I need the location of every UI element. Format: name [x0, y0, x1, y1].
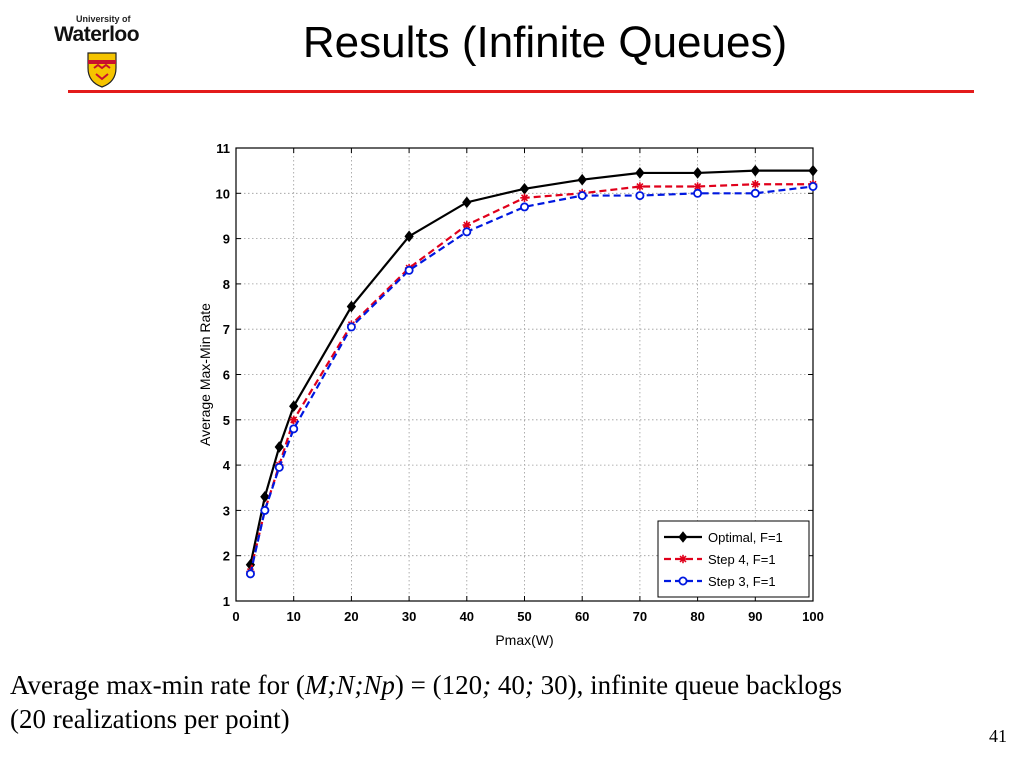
data-point — [289, 400, 299, 413]
caption-math: M;N;Np — [304, 670, 395, 700]
y-tick-label: 11 — [216, 141, 230, 156]
data-point — [577, 191, 587, 201]
x-tick-label: 100 — [802, 609, 824, 624]
line-chart: 0 10 20 30 40 50 60 70 80 90 100 1 2 3 4 5 6 7 8 9 10 11 Pmax(… — [197, 141, 824, 648]
data-point — [751, 180, 760, 189]
data-point — [260, 505, 270, 515]
logo-name: Waterloo — [54, 23, 140, 46]
x-axis-label: Pmax(W) — [495, 632, 553, 648]
data-point — [462, 227, 472, 237]
caption-sep-2: ; — [524, 670, 534, 700]
data-point — [289, 424, 299, 434]
data-point — [808, 182, 818, 192]
data-point — [274, 441, 284, 453]
x-tick-label: 0 — [232, 609, 239, 624]
logo-top-text: University of — [76, 14, 131, 24]
y-tick-label: 6 — [223, 368, 230, 383]
data-point — [693, 188, 703, 198]
data-point — [750, 164, 760, 177]
y-tick-label: 2 — [223, 549, 230, 564]
caption-suffix: ) = (120 — [394, 670, 483, 700]
y-tick-label: 5 — [223, 413, 230, 428]
slide-title: Results (Infinite Queues) — [302, 18, 788, 67]
legend-label: Step 4, F=1 — [708, 552, 776, 567]
data-point — [520, 193, 529, 203]
legend-label: Step 3, F=1 — [708, 574, 776, 589]
x-tick-label: 80 — [690, 609, 704, 624]
plot-frame — [235, 147, 814, 602]
data-point — [519, 202, 529, 212]
data-point — [346, 300, 357, 313]
x-tick-label: 10 — [286, 609, 300, 624]
caption-value-2: 40 — [491, 670, 525, 700]
figure-caption: Average max-min rate for (M;N;Np) = (120… — [10, 668, 1000, 736]
y-tick-label: 7 — [223, 322, 230, 337]
y-tick-label: 4 — [223, 458, 231, 473]
data-point — [692, 167, 703, 179]
title-underline — [68, 90, 974, 93]
data-point — [404, 230, 414, 243]
data-point — [289, 415, 298, 424]
legend-marker — [678, 576, 688, 586]
data-point — [635, 182, 645, 191]
legend-marker — [678, 554, 688, 564]
data-point — [808, 164, 818, 177]
x-tick-label: 70 — [633, 609, 647, 624]
x-tick-label: 30 — [402, 609, 416, 624]
data-point — [635, 191, 645, 201]
x-tick-label: 50 — [517, 609, 531, 624]
caption-sep-1: ; — [482, 670, 492, 700]
legend-label: Optimal, F=1 — [708, 530, 783, 545]
series-2 — [245, 182, 818, 579]
y-axis-label: Average Max-Min Rate — [197, 303, 213, 446]
x-tick-label: 40 — [460, 609, 474, 624]
data-point — [274, 462, 284, 472]
data-point — [245, 569, 255, 579]
caption-value-3: 30), infinite queue backlogs — [533, 670, 842, 700]
x-tick-label: 20 — [344, 609, 358, 624]
data-point — [346, 322, 356, 332]
data-point — [462, 220, 471, 230]
y-tick-label: 9 — [223, 232, 230, 247]
y-tick-label: 3 — [223, 503, 230, 518]
series-0 — [245, 164, 818, 571]
data-point — [404, 265, 414, 275]
y-tick-label: 1 — [223, 594, 230, 609]
page-number: 41 — [989, 726, 1007, 746]
legend: Optimal, F=1 Step 4, F=1 Step 3, F=1 — [657, 520, 810, 598]
y-tick-label: 10 — [216, 186, 230, 201]
caption-line-2: (20 realizations per point) — [10, 704, 290, 734]
data-point — [577, 173, 587, 186]
data-point — [635, 167, 645, 179]
data-point — [750, 188, 760, 198]
crest-icon — [87, 52, 117, 88]
y-tick-label: 8 — [223, 277, 230, 292]
data-point — [462, 196, 472, 209]
legend-marker — [678, 531, 688, 543]
caption-prefix: Average max-min rate for ( — [10, 670, 305, 700]
university-logo: University of Waterloo — [54, 14, 154, 88]
x-tick-label: 60 — [575, 609, 589, 624]
data-point — [260, 491, 270, 503]
x-tick-label: 90 — [748, 609, 762, 624]
